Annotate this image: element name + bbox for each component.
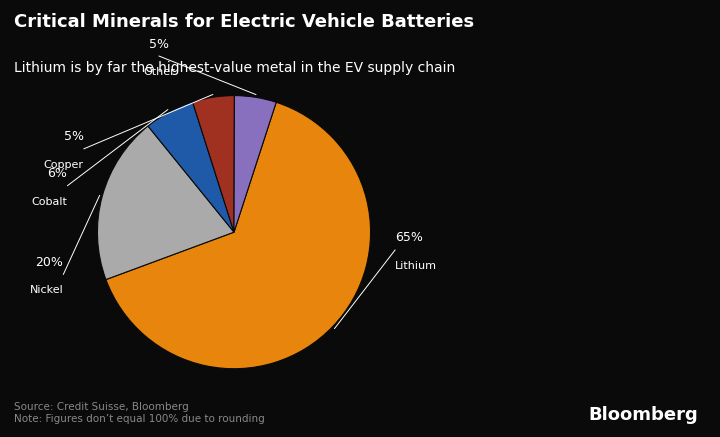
Text: Other: Other	[143, 67, 175, 77]
Text: 6%: 6%	[48, 167, 68, 180]
Text: 20%: 20%	[35, 256, 63, 269]
Wedge shape	[106, 102, 371, 369]
Wedge shape	[97, 126, 234, 280]
Text: Source: Credit Suisse, Bloomberg
Note: Figures don’t equal 100% due to rounding: Source: Credit Suisse, Bloomberg Note: F…	[14, 402, 265, 424]
Text: Lithium is by far the highest-value metal in the EV supply chain: Lithium is by far the highest-value meta…	[14, 61, 456, 75]
Text: Bloomberg: Bloomberg	[589, 406, 698, 424]
Text: Lithium: Lithium	[395, 261, 437, 271]
Text: Nickel: Nickel	[30, 285, 63, 295]
Text: Copper: Copper	[44, 160, 84, 170]
Text: Critical Minerals for Electric Vehicle Batteries: Critical Minerals for Electric Vehicle B…	[14, 13, 474, 31]
Wedge shape	[234, 96, 276, 232]
Wedge shape	[148, 102, 234, 232]
Text: 5%: 5%	[149, 38, 169, 51]
Wedge shape	[193, 96, 235, 232]
Text: 5%: 5%	[64, 130, 84, 143]
Text: 65%: 65%	[395, 232, 423, 244]
Text: Cobalt: Cobalt	[32, 197, 68, 207]
